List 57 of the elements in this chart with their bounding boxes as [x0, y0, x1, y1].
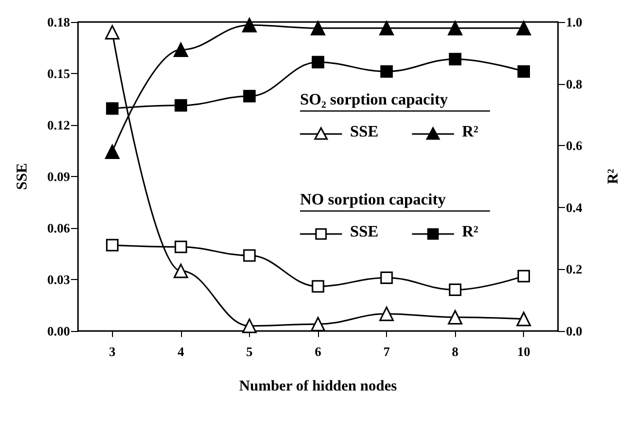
point: [310, 316, 326, 332]
legend-label: SSE: [350, 124, 378, 140]
x-tick-label: 5: [246, 344, 254, 359]
point: [380, 272, 393, 284]
x-tick-label: 10: [517, 344, 530, 359]
y-tick-label: 0.00: [47, 324, 70, 338]
point: [105, 25, 120, 40]
point: [516, 312, 531, 326]
x-tick-label: 7: [383, 344, 390, 359]
annotation: NO sorption capacity: [300, 192, 446, 208]
point: [242, 318, 257, 334]
point: [174, 264, 188, 278]
y2-tick-label: 0.2: [566, 262, 582, 277]
point: [517, 270, 530, 282]
point: [517, 65, 530, 78]
annotation: SO₂ sorption capacity: [300, 92, 448, 108]
y2-tick-label: 0.4: [566, 200, 583, 215]
point: [243, 90, 256, 102]
y-tick-label: 0.12: [47, 118, 70, 132]
point: [312, 56, 324, 68]
legend-label: SSE: [350, 224, 378, 240]
point: [310, 20, 326, 36]
point: [105, 144, 120, 160]
point: [242, 18, 257, 32]
y-tick-label: 0.03: [47, 272, 70, 287]
y2-axis-title: R²: [606, 168, 622, 184]
point: [380, 65, 393, 78]
y-axis-title: SSE: [14, 163, 30, 190]
point: [243, 249, 256, 262]
point: [448, 52, 462, 66]
y-tick-label: 0.06: [47, 220, 70, 236]
point: [106, 102, 119, 115]
point: [379, 20, 394, 36]
point: [174, 99, 188, 112]
y2-tick-label: 0.8: [566, 76, 583, 92]
y-tick-label: 0.15: [47, 66, 70, 81]
point: [106, 238, 119, 252]
point: [448, 20, 462, 36]
x-tick-label: 3: [109, 344, 116, 359]
x-tick-label: 4: [178, 344, 185, 359]
y-tick-label: 0.18: [47, 14, 70, 30]
x-tick-label: 8: [452, 344, 459, 359]
y2-tick-label: 0.6: [566, 138, 583, 154]
legend-label: R²: [462, 124, 479, 140]
x-axis-title: Number of hidden nodes: [239, 378, 397, 394]
point: [312, 280, 324, 293]
point: [448, 310, 462, 325]
point: [174, 240, 188, 254]
point: [516, 20, 531, 36]
point: [448, 284, 462, 296]
y2-tick-label: 0.0: [566, 324, 582, 338]
y-tick-label: 0.09: [47, 169, 70, 184]
x-tick-label: 6: [314, 344, 322, 359]
legend-label: R²: [462, 224, 479, 240]
y2-tick-label: 1.0: [566, 14, 582, 30]
point: [379, 306, 394, 322]
point: [174, 42, 188, 58]
